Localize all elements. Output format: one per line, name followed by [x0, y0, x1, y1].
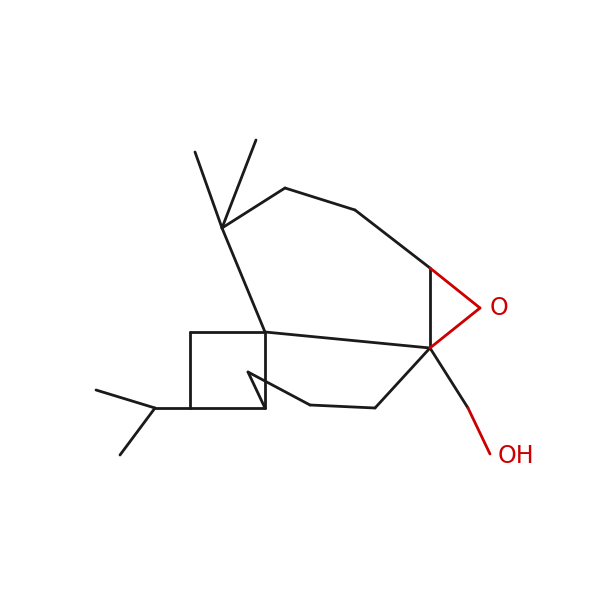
Text: O: O	[490, 296, 509, 320]
Text: OH: OH	[498, 444, 535, 468]
